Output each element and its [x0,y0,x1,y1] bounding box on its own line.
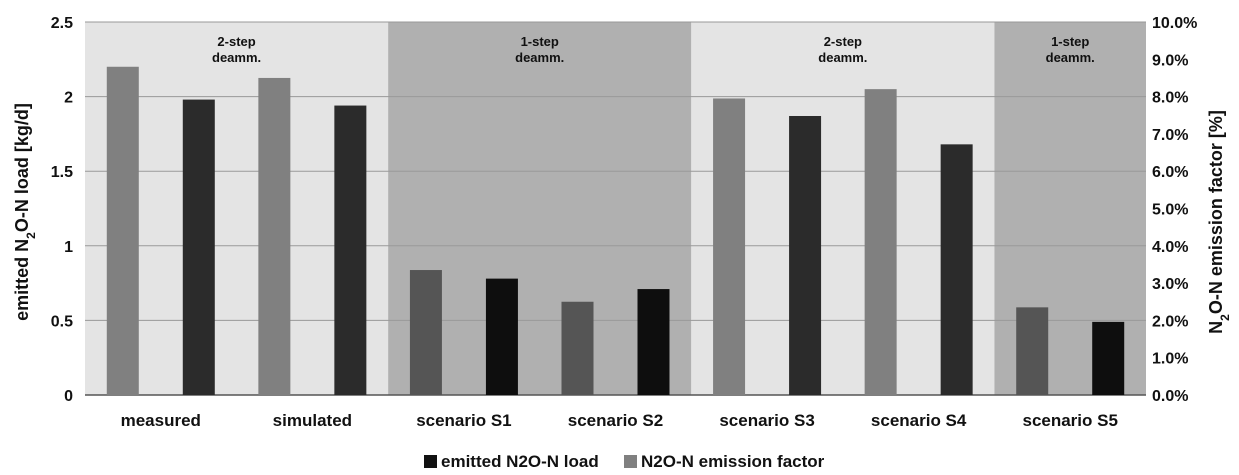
right-axis-title: N2O-N emission factor [%] [1206,110,1232,334]
right-tick-label: 0.0% [1152,388,1188,405]
right-tick-label: 6.0% [1152,164,1188,181]
legend-swatch-load [424,455,437,468]
left-axis-title: emitted N2O-N load [kg/d] [12,103,38,321]
legend-label-factor: N2O-N emission factor [641,452,825,471]
right-tick-label: 4.0% [1152,239,1188,256]
category-label: measured [121,411,201,430]
left-tick-label: 2 [64,90,73,107]
left-tick-label: 2.5 [51,15,73,32]
left-axis-ticks: 0 0.5 1 1.5 2 2.5 [51,15,73,405]
region-label-line1: 1-step [521,34,559,49]
region-labels: 2-stepdeamm.1-stepdeamm.2-stepdeamm.1-st… [212,34,1095,65]
right-tick-label: 2.0% [1152,313,1188,330]
region-label-line1: 2-step [217,34,255,49]
category-labels: measured simulated scenario S1 scenario S2 s… [121,411,1118,430]
bar-emitted-load [334,105,367,395]
bar-emission-factor [258,77,291,395]
right-tick-label: 7.0% [1152,127,1188,144]
right-tick-label: 3.0% [1152,276,1188,293]
category-label: scenario S3 [719,411,814,430]
bar-emitted-load [485,278,518,395]
left-tick-label: 0 [64,388,73,405]
bar-emission-factor [409,270,442,395]
right-tick-label: 9.0% [1152,52,1188,69]
legend-label-load: emitted N2O-N load [441,452,599,471]
right-axis-ticks: 0.0% 1.0% 2.0% 3.0% 4.0% 5.0% 6.0% 7.0% 8.0% 9.0%… [1152,15,1197,405]
left-tick-label: 1 [64,239,73,256]
legend-swatch-factor [624,455,637,468]
bar-emission-factor [106,66,139,395]
category-label: scenario S5 [1022,411,1117,430]
category-label: simulated [273,411,352,430]
right-tick-label: 5.0% [1152,202,1188,219]
region-label-line2: deamm. [1046,50,1095,65]
bar-emission-factor [864,89,897,395]
region-label-line2: deamm. [515,50,564,65]
legend: emitted N2O-N load N2O-N emission factor [424,452,825,471]
bar-emitted-load [789,115,822,395]
left-tick-label: 1.5 [51,164,73,181]
category-label: scenario S2 [568,411,663,430]
bar-emitted-load [940,144,973,395]
region-label-line1: 1-step [1051,34,1089,49]
bar-emission-factor [1016,307,1049,395]
plot-regions [85,22,1146,395]
bar-emission-factor [561,301,594,395]
left-tick-label: 0.5 [51,313,73,330]
bars [106,66,1125,396]
category-label: scenario S1 [416,411,511,430]
region-label-line2: deamm. [818,50,867,65]
bar-emitted-load [637,289,670,395]
right-tick-label: 10.0% [1152,15,1197,32]
region-label-line1: 2-step [824,34,862,49]
right-tick-label: 1.0% [1152,351,1188,368]
right-tick-label: 8.0% [1152,90,1188,107]
region-label-line2: deamm. [212,50,261,65]
bar-emission-factor [713,98,746,395]
bar-emitted-load [182,99,215,396]
bar-emitted-load [1092,321,1125,395]
category-label: scenario S4 [871,411,967,430]
